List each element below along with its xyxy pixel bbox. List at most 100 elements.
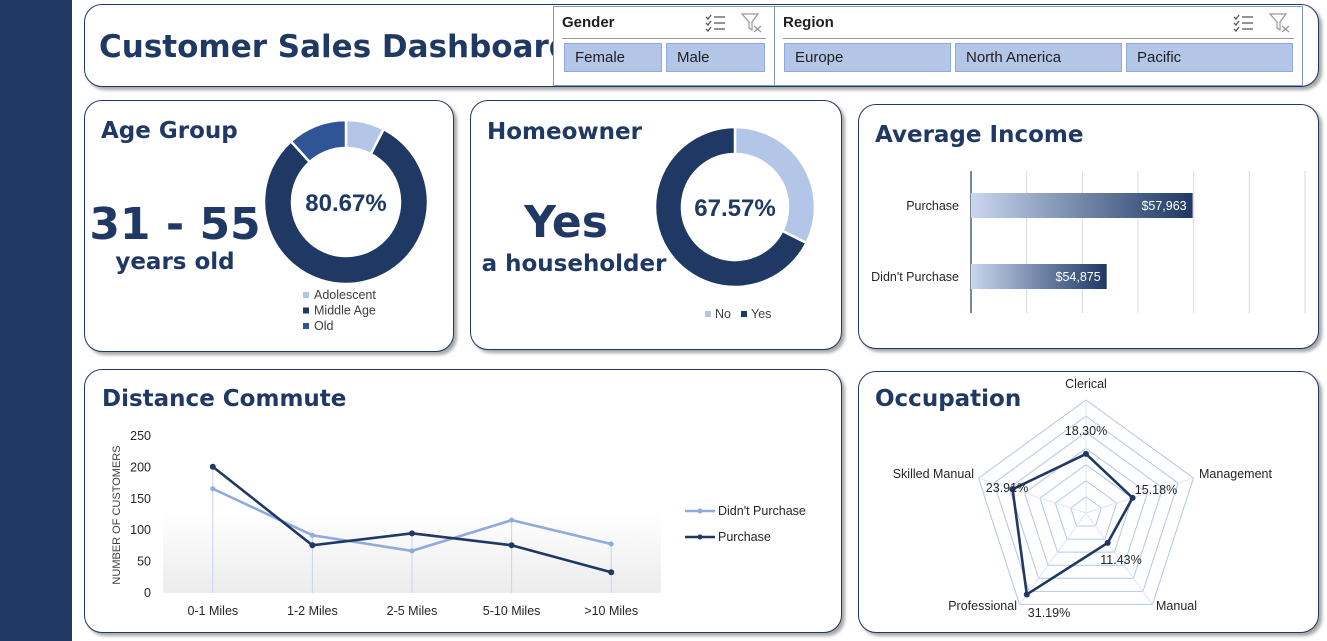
gender-slicer-header: Gender (562, 14, 615, 31)
occupation-title: Occupation (875, 386, 1022, 412)
radar-grid-ring (1054, 480, 1118, 540)
x-tick-label: >10 Miles (584, 604, 638, 618)
category-label: Didn't Purchase (871, 270, 959, 284)
y-tick-label: 250 (130, 429, 151, 443)
homeowner-card: Homeowner Yes a householder 67.57% No Yes (470, 100, 842, 350)
legend-swatch (741, 311, 747, 317)
distance-commute-line-chart: 0 50 100 150 200 250 0-1 Miles 1-2 Miles 2-5 Mil… (111, 429, 806, 618)
slicer-divider (783, 38, 1294, 39)
legend-label: Middle Age (314, 304, 376, 318)
slicer-item-europe[interactable]: Europe (784, 43, 951, 72)
legend-swatch (303, 323, 309, 329)
radar-point (1129, 494, 1136, 501)
radar-grid-ring (1039, 463, 1133, 553)
multi-select-icon[interactable] (1232, 13, 1254, 33)
y-tick-label: 100 (130, 523, 151, 537)
radar-grid-ring (993, 415, 1179, 592)
age-group-subline: years old (115, 249, 235, 275)
radar-category-label: Skilled Manual (893, 467, 974, 481)
data-point (409, 548, 415, 554)
multi-select-icon[interactable] (704, 13, 726, 33)
radar-category-label: Clerical (1065, 377, 1107, 391)
age-group-headline: 31 - 55 (89, 199, 261, 250)
occupation-radar-chart: Clerical Management Manual Professional Skil… (893, 377, 1273, 620)
y-tick-label: 150 (130, 492, 151, 506)
age-group-card: Age Group 31 - 55 years old 80.67% Adoles… (84, 100, 454, 352)
legend-swatch (705, 311, 711, 317)
legend-marker (697, 534, 703, 540)
gender-slicer[interactable]: Gender Female Male (553, 6, 775, 86)
x-tick-label: 2-5 Miles (387, 604, 438, 618)
data-point (309, 532, 315, 538)
radar-point (1023, 591, 1030, 598)
bar-didnt-purchase (971, 264, 1107, 289)
left-sidebar (0, 0, 72, 641)
page-title: Customer Sales Dashboard (99, 29, 571, 65)
clear-filter-icon[interactable] (741, 13, 763, 33)
legend-label: Old (314, 319, 334, 333)
slicer-item-north-america[interactable]: North America (955, 43, 1122, 72)
clear-filter-icon[interactable] (1269, 13, 1291, 33)
radar-spoke (1019, 512, 1087, 605)
slicer-item-female[interactable]: Female (564, 43, 662, 72)
radar-point (1009, 486, 1016, 493)
legend-marker (697, 508, 703, 514)
donut-center-label: 67.57% (694, 195, 775, 222)
bar-purchase (971, 193, 1193, 218)
radar-point (1083, 450, 1089, 457)
data-label: $54,875 (1056, 270, 1101, 284)
donut-center-label: 80.67% (305, 190, 386, 217)
radar-category-label: Manual (1156, 599, 1197, 613)
radar-data-label: 11.43% (1100, 553, 1141, 567)
radar-data-label: 23.91% (986, 481, 1028, 495)
y-tick-label: 0 (144, 586, 151, 600)
data-point (608, 541, 614, 547)
data-point (210, 486, 216, 492)
x-tick-label: 5-10 Miles (483, 604, 541, 618)
radar-series (1011, 452, 1135, 597)
radar-category-label: Professional (948, 599, 1017, 613)
slicer-item-pacific[interactable]: Pacific (1126, 43, 1293, 72)
homeowner-donut-chart: 67.57% No Yes (653, 125, 817, 321)
radar-spoke (978, 477, 1087, 514)
radar-data-label: 18.30% (1065, 424, 1107, 438)
category-label: Purchase (906, 199, 959, 213)
y-tick-label: 50 (137, 555, 151, 569)
data-point (309, 542, 316, 549)
radar-spoke (1085, 512, 1153, 605)
radar-grid-ring (977, 399, 1195, 605)
radar-data-label: 31.19% (1028, 606, 1070, 620)
legend-label: No (715, 307, 731, 321)
legend-swatch (303, 307, 309, 314)
radar-grid-ring (1024, 447, 1148, 566)
donut-slice-middle-age (262, 127, 430, 286)
region-slicer[interactable]: Region Europe North America Pacific (774, 6, 1303, 86)
donut-slice-no (733, 125, 817, 245)
radar-spoke (1085, 477, 1194, 514)
x-tick-label: 1-2 Miles (287, 604, 338, 618)
homeowner-subline: a householder (481, 251, 667, 277)
data-point (209, 463, 216, 470)
radar-grid-ring (1070, 496, 1102, 527)
legend-label: Didn't Purchase (718, 504, 806, 518)
slicer-divider (562, 38, 766, 39)
homeowner-title: Homeowner (487, 119, 642, 145)
y-axis-title: NUMBER OF CUSTOMERS (111, 445, 123, 584)
legend-swatch (303, 292, 309, 298)
occupation-card: Occupation Clerical Management Manual Profe… (858, 371, 1319, 633)
donut-slice-old (289, 118, 348, 164)
slicer-item-male[interactable]: Male (666, 43, 765, 72)
radar-category-label: Management (1199, 467, 1272, 481)
radar-grid-ring (1008, 431, 1164, 579)
legend-label: Yes (751, 307, 771, 321)
y-tick-label: 200 (130, 460, 151, 474)
data-point (409, 530, 415, 537)
radar-data-label: 15.18% (1135, 483, 1177, 497)
distance-commute-title: Distance Commute (102, 386, 347, 412)
region-slicer-header: Region (783, 14, 834, 31)
average-income-bar-chart: Purchase $57,963 Didn't Purchase $54,875 (871, 171, 1306, 313)
age-group-title: Age Group (101, 118, 238, 144)
homeowner-headline: Yes (524, 197, 608, 248)
data-point (508, 542, 515, 549)
